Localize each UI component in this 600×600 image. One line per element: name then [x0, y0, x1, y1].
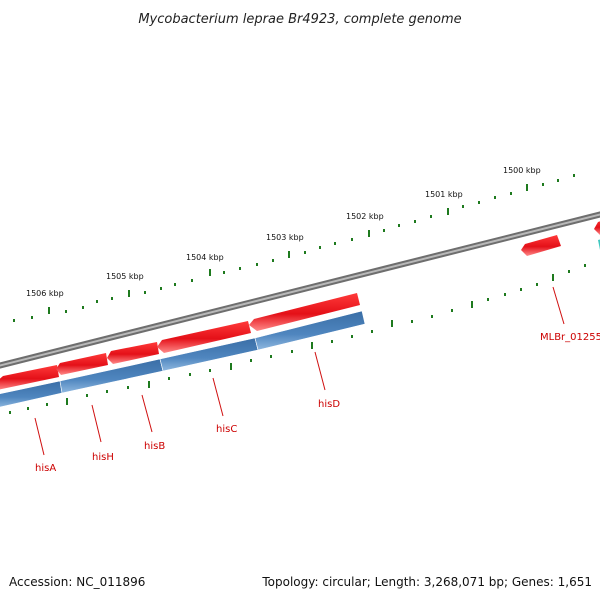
- accession-text: Accession: NC_011896: [9, 575, 145, 589]
- scale-label-1500: 1500 kbp: [503, 166, 541, 175]
- cds-arrow-hisD: [249, 293, 360, 331]
- cds-arrow-hisH: [56, 353, 108, 375]
- gene-track: [0, 310, 366, 408]
- scale-label-1503: 1503 kbp: [266, 233, 304, 242]
- label-leaders: [34, 286, 565, 456]
- genome-backbone: [0, 211, 600, 369]
- gene-label-hisH: hisH: [92, 452, 114, 463]
- gene-label-MLBr-01255: MLBr_01255: [540, 332, 600, 343]
- gene-label-hisA: hisA: [35, 463, 56, 474]
- cds-arrow-edge: [594, 221, 600, 235]
- scale-label-1506: 1506 kbp: [26, 289, 64, 298]
- outer-tick-track: [13, 174, 575, 322]
- gene-label-hisB: hisB: [144, 441, 165, 452]
- inner-tick-track: [9, 264, 586, 414]
- scale-label-1502: 1502 kbp: [346, 212, 384, 221]
- scale-label-1505: 1505 kbp: [106, 272, 144, 281]
- genome-summary-text: Topology: circular; Length: 3,268,071 bp…: [261, 575, 592, 589]
- gene-label-hisD: hisD: [318, 399, 340, 410]
- scale-label-1501: 1501 kbp: [425, 190, 463, 199]
- cds-arrow-hisB: [107, 342, 159, 364]
- cds-arrow-hisA: [0, 365, 59, 390]
- gene-label-hisC: hisC: [216, 424, 237, 435]
- cds-arrow-hisC: [157, 321, 251, 353]
- cds-arrow-MLBr-01255: [521, 235, 561, 256]
- map-title: Mycobacterium leprae Br4923, complete ge…: [138, 12, 461, 27]
- scale-label-1504: 1504 kbp: [186, 253, 224, 262]
- cds-track: [0, 221, 600, 390]
